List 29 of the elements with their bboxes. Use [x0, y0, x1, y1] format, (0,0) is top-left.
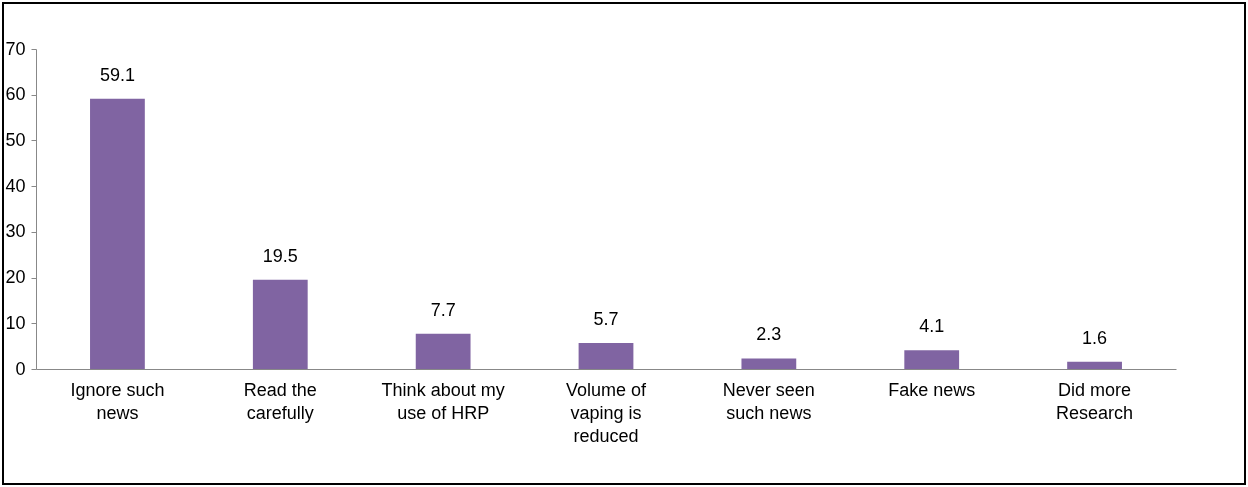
y-tick-label: 0 — [15, 358, 26, 379]
x-tick-label: Read the carefully — [243, 379, 317, 423]
y-tick-label: 50 — [5, 129, 26, 150]
data-label: 4.1 — [919, 316, 945, 337]
bar — [904, 350, 960, 369]
y-tick-label: 30 — [5, 221, 26, 242]
data-label: 5.7 — [593, 308, 619, 329]
x-tick-label: Think about my use of HRP — [381, 379, 505, 423]
data-label: 1.6 — [1082, 327, 1108, 348]
bar — [415, 333, 471, 369]
data-label: 19.5 — [262, 245, 298, 266]
bar — [741, 358, 797, 369]
data-label: 59.1 — [99, 64, 135, 85]
y-tick-label: 70 — [5, 38, 26, 59]
data-label: 7.7 — [430, 299, 456, 320]
y-tick-label: 20 — [5, 267, 26, 288]
x-tick-label: Fake news — [888, 379, 976, 400]
y-tick-label: 60 — [5, 84, 26, 105]
bar — [1067, 361, 1122, 369]
x-tick-label: Ignore such news — [70, 379, 165, 423]
bar — [578, 342, 634, 369]
bar — [252, 279, 308, 369]
y-tick-label: 40 — [5, 175, 26, 196]
y-tick-label: 10 — [5, 312, 26, 333]
x-tick-label: Did more Research — [1056, 379, 1134, 423]
x-tick-label: Volume of vaping is reduced — [565, 379, 648, 446]
data-label: 2.3 — [756, 324, 782, 345]
x-tick-label: Never seen such news — [722, 379, 815, 423]
bar — [90, 98, 145, 369]
